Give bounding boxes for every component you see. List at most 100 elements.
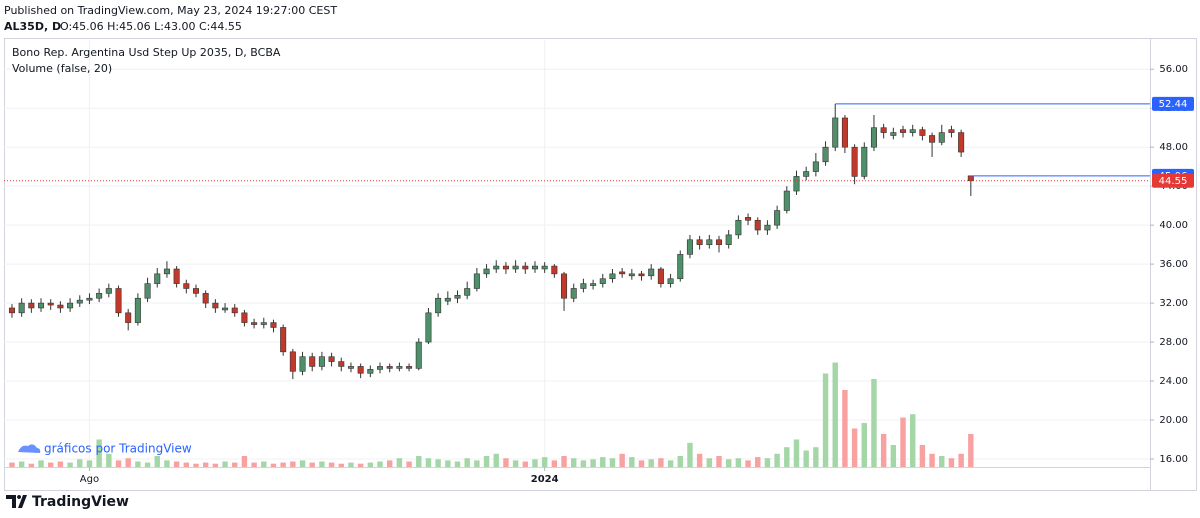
volume-bar [590,459,596,467]
volume-bar [251,462,257,467]
volume-bar [241,456,248,467]
candle-body [386,366,393,369]
candle-body [803,171,810,177]
candle-body [735,219,742,236]
volume-bar [609,458,616,467]
volume-bar [716,456,722,467]
y-tick-label: 56.00 [1159,64,1188,75]
volume-bar [561,456,567,467]
volume-bar [290,461,296,467]
last-price-box [1152,173,1194,188]
volume-bar [396,458,403,467]
y-tick-label: 32.00 [1159,298,1188,309]
candle-body [86,297,93,301]
candle-body [163,268,170,275]
x-tick-label: 2024 [531,474,559,485]
volume-bar [299,460,306,467]
candle-body [561,273,568,299]
candle-body [134,297,141,323]
volume-bar [202,462,209,467]
candle-body [173,268,180,284]
volume-bar [571,458,577,467]
candle-body [590,283,597,286]
candle-body [657,268,664,284]
volume-bar [725,459,732,467]
candle-body [599,278,606,284]
candle-body [628,273,635,277]
candle-body [260,322,267,325]
candle-body [841,117,848,148]
volume-bar [909,414,916,467]
candle-body [67,302,74,309]
candle-body [464,288,471,296]
volume-bar [9,462,15,467]
candle-body [541,265,548,270]
candle-body [929,135,936,143]
candle-body [638,273,645,277]
volume-bar [445,460,451,467]
candle-body [183,283,190,289]
candle-body [783,190,790,211]
chart-subtitle: Volume (false, 20) [12,62,112,75]
candle-body [357,366,364,374]
candle-body [483,268,490,275]
candle-body [667,278,674,284]
candle-body [512,265,519,270]
candle-body [28,302,35,309]
candle-body [396,366,403,369]
volume-bar [880,434,887,467]
candle-body [493,265,500,270]
y-tick-label: 48.00 [1159,142,1188,153]
candle-body [677,254,684,280]
candle-body [745,217,752,221]
volume-bar [425,458,432,467]
candle-body [309,356,316,367]
volume-bar [280,462,286,467]
volume-bar [377,461,383,467]
watermark: gráficos por TradingView [18,442,192,456]
volume-bar [764,458,771,467]
candle-body [706,239,713,245]
x-tick-label: Ago [80,474,99,485]
candle-body [18,302,25,314]
volume-bar [735,458,742,467]
y-tick-label: 24.00 [1159,376,1188,387]
candle-body [502,265,509,270]
volume-bar [948,458,955,467]
candle-body [454,295,461,299]
candle-body [347,366,354,369]
candle-body [851,146,858,177]
candle-body [909,129,916,133]
volume-bar [115,460,122,467]
volume-bar [474,460,480,467]
price-label: 52.44 [1159,99,1188,110]
volume-bar [638,460,645,467]
volume-bar [86,460,93,467]
volume-bar [232,462,238,467]
y-tick-label: 36.00 [1159,259,1188,270]
candle-body [793,176,800,192]
volume-bar [328,462,335,467]
volume-bar [532,459,538,467]
candle-body [938,132,945,143]
candle-body [270,322,277,328]
volume-bar [658,458,664,467]
candle-body [280,327,287,353]
candle-body [900,129,907,133]
volume-bar [522,461,529,467]
volume-bar [861,423,867,467]
volume-bar [154,456,160,467]
volume-bar [38,460,44,467]
candle-body [619,271,626,275]
volume-bar [261,461,267,467]
candle-body [154,273,161,284]
candle-body [880,127,887,133]
candle-body [444,297,451,302]
candle-body [551,265,558,275]
y-tick-label: 40.00 [1159,220,1188,231]
volume-bar [386,460,393,467]
candle-body [861,146,868,177]
volume-bar [677,456,683,467]
candle-body [948,129,955,133]
